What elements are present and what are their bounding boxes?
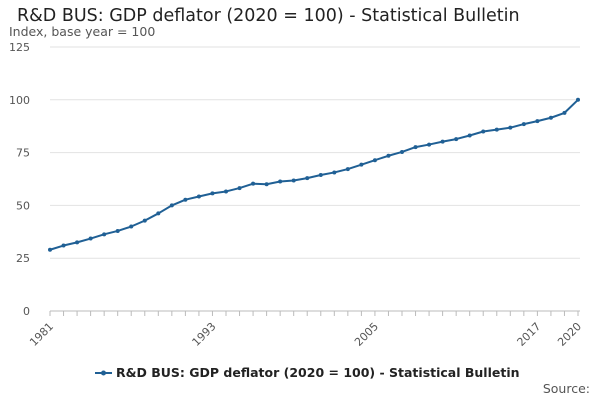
data-point xyxy=(88,236,93,241)
data-point xyxy=(372,158,377,163)
x-tick-label: 1981 xyxy=(27,320,56,349)
data-point xyxy=(467,133,472,138)
y-tick-label: 0 xyxy=(23,305,30,318)
data-point xyxy=(169,203,174,208)
legend: R&D BUS: GDP deflator (2020 = 100) - Sta… xyxy=(95,365,520,380)
data-point xyxy=(359,162,364,167)
data-point xyxy=(183,197,188,202)
legend-marker-icon xyxy=(101,370,106,376)
data-point xyxy=(427,142,432,147)
data-point xyxy=(535,119,540,124)
data-point xyxy=(196,194,201,199)
data-point xyxy=(481,129,486,134)
data-point xyxy=(237,186,242,191)
data-point xyxy=(562,110,567,115)
data-point xyxy=(440,139,445,144)
data-point xyxy=(318,172,323,177)
chart-title: R&D BUS: GDP deflator (2020 = 100) - Sta… xyxy=(17,6,520,26)
data-point xyxy=(142,218,147,223)
data-point xyxy=(521,122,526,127)
x-tick-label: 2020 xyxy=(555,320,584,349)
data-point xyxy=(102,232,107,237)
data-point xyxy=(291,178,296,183)
data-point xyxy=(454,137,459,142)
data-point xyxy=(278,179,283,184)
data-point xyxy=(508,125,513,130)
data-point xyxy=(386,153,391,158)
x-tick-label: 2005 xyxy=(352,320,381,349)
data-point xyxy=(224,189,228,194)
legend-label: R&D BUS: GDP deflator (2020 = 100) - Sta… xyxy=(116,365,520,380)
x-tick-label: 2017 xyxy=(515,320,544,349)
data-point xyxy=(413,145,418,150)
source-label: Source: xyxy=(542,381,590,396)
y-axis-ticks: 0 25 50 75 100 125 xyxy=(9,41,30,318)
x-tick-label: 1993 xyxy=(190,320,219,349)
y-tick-label: 100 xyxy=(9,94,30,107)
data-point xyxy=(305,176,310,181)
data-point xyxy=(156,211,161,216)
data-point xyxy=(48,247,52,252)
data-point xyxy=(332,170,337,175)
y-tick-label: 50 xyxy=(16,199,30,212)
x-axis: 1981 1993 2005 2017 2020 xyxy=(27,311,584,349)
y-tick-label: 75 xyxy=(16,147,30,160)
data-point xyxy=(400,149,404,154)
data-point xyxy=(61,243,66,248)
data-point xyxy=(576,97,580,102)
data-point xyxy=(75,240,80,245)
y-axis-label: Index, base year = 100 xyxy=(9,24,156,39)
data-point xyxy=(548,115,553,120)
data-point xyxy=(494,127,499,132)
data-point xyxy=(129,224,134,229)
series-line xyxy=(49,99,579,251)
y-tick-label: 25 xyxy=(16,252,30,265)
y-tick-label: 125 xyxy=(9,41,30,54)
data-point xyxy=(251,181,256,186)
gridlines xyxy=(50,46,580,312)
series-layer xyxy=(48,97,580,252)
data-point xyxy=(345,167,350,172)
data-point xyxy=(115,228,120,233)
data-point xyxy=(264,182,269,187)
data-point xyxy=(210,191,215,196)
